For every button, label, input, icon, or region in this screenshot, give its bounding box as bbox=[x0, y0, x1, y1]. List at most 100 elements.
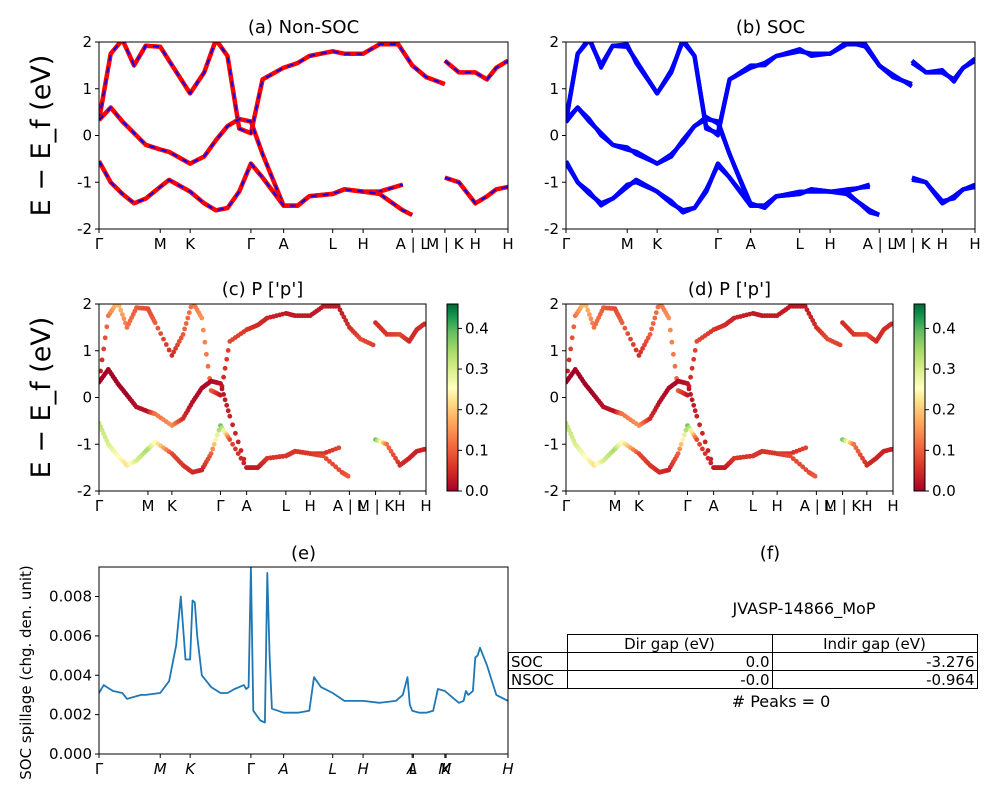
projected-point bbox=[688, 392, 693, 397]
x-tick-label: H bbox=[824, 235, 835, 253]
projected-point bbox=[155, 325, 161, 331]
projected-point bbox=[182, 326, 188, 332]
projected-point bbox=[370, 342, 376, 348]
projected-point bbox=[588, 316, 594, 322]
projected-point bbox=[117, 304, 119, 305]
projected-point bbox=[102, 335, 108, 341]
projected-point bbox=[222, 365, 228, 371]
gap-table-container: Dir gap (eV) Indir gap (eV) SOC 0.0 -3.2… bbox=[508, 634, 978, 689]
y-tick-label: 1 bbox=[82, 342, 92, 360]
frame-layer bbox=[95, 41, 976, 758]
projected-point bbox=[622, 325, 628, 331]
projected-point bbox=[568, 346, 574, 352]
projected-point bbox=[241, 460, 247, 466]
y-tick-label: 2 bbox=[82, 295, 92, 313]
projected-point bbox=[225, 408, 231, 414]
gap-table-row-nsoc: NSOC -0.0 -0.964 bbox=[508, 670, 978, 689]
x-tick-label: H bbox=[772, 497, 783, 515]
panel-title-1: (b) SOC bbox=[736, 17, 805, 38]
bands-group-0 bbox=[99, 42, 508, 218]
projected-point bbox=[225, 348, 231, 353]
y-tick-label: 2 bbox=[549, 295, 559, 313]
x-tick-label: M | K bbox=[426, 235, 465, 253]
colorbar-tick-label: 0.4 bbox=[465, 319, 489, 337]
projected-point bbox=[224, 402, 230, 408]
projected-point bbox=[640, 346, 645, 351]
x-tick-label: Γ bbox=[562, 235, 571, 253]
y-tick-label: 0.008 bbox=[49, 588, 92, 606]
y-tick-label: 1 bbox=[549, 80, 559, 98]
projected-point bbox=[183, 321, 189, 326]
projected-point bbox=[213, 437, 219, 442]
projected-point bbox=[188, 304, 194, 310]
colorbar-tick-label: 0.2 bbox=[465, 401, 489, 419]
x-tick-label: M bbox=[141, 497, 154, 515]
projected-point bbox=[121, 316, 127, 322]
projected-point bbox=[633, 347, 639, 353]
projected-point bbox=[787, 453, 793, 459]
projected-point bbox=[647, 332, 653, 337]
colorbar-tick-label: 0.0 bbox=[465, 482, 489, 500]
y-tick-label: 0 bbox=[549, 389, 559, 407]
x-tick-label: H bbox=[937, 235, 948, 253]
band-line-blue-split-2 bbox=[566, 162, 880, 217]
y-tick-label: -2 bbox=[544, 482, 559, 500]
band-line-red-2 bbox=[99, 160, 414, 218]
projected-point bbox=[336, 467, 342, 472]
projected-point bbox=[214, 432, 220, 438]
projected-point bbox=[235, 451, 241, 456]
peaks-count: # Peaks = 0 bbox=[732, 692, 831, 711]
projected-point bbox=[221, 374, 227, 380]
projected-point bbox=[691, 402, 697, 408]
projected-point bbox=[210, 446, 216, 452]
projected-point bbox=[853, 445, 859, 451]
x-tick-label: K bbox=[167, 497, 178, 515]
x-tick-label: H bbox=[887, 497, 898, 515]
colorbar-tick-label: 0.3 bbox=[465, 360, 489, 378]
y-axis-label-energy: E − E_f (eV) bbox=[26, 317, 57, 479]
y-tick-label: 0.002 bbox=[49, 706, 92, 724]
x-tick-label: H bbox=[470, 235, 481, 253]
x-tick-label: L bbox=[796, 235, 805, 253]
row-label-soc: SOC bbox=[508, 652, 568, 671]
projected-point bbox=[208, 451, 214, 456]
projected-point bbox=[233, 446, 238, 452]
y-tick-label: 2 bbox=[549, 33, 559, 51]
band-line-blue-dash-2 bbox=[99, 160, 413, 216]
x-tick-label: K bbox=[185, 760, 196, 778]
y-tick-label: 0 bbox=[82, 389, 92, 407]
projected-point bbox=[180, 332, 186, 337]
projected-point bbox=[333, 464, 339, 470]
projected-point bbox=[116, 304, 122, 309]
projected-point bbox=[677, 446, 683, 452]
projected-point bbox=[238, 448, 244, 453]
projected-point bbox=[566, 368, 570, 374]
projected-point bbox=[395, 459, 401, 465]
colorbar-tick-label: 0.3 bbox=[932, 360, 956, 378]
projected-point bbox=[320, 453, 326, 459]
projected-point bbox=[692, 348, 698, 353]
projected-point bbox=[680, 437, 686, 442]
x-tick-label: M bbox=[154, 760, 167, 778]
y-tick-label: -2 bbox=[77, 482, 92, 500]
projected-point bbox=[227, 413, 233, 419]
projected-point bbox=[393, 455, 398, 461]
x-tick-label: A | L bbox=[396, 235, 430, 253]
projected-point bbox=[222, 397, 228, 403]
projected-point bbox=[638, 349, 644, 355]
x-tick-label: H bbox=[357, 235, 368, 253]
projected-point bbox=[692, 408, 698, 414]
colorbar-tick-label: 0.0 bbox=[932, 482, 956, 500]
projected-point bbox=[803, 467, 809, 472]
x-tick-label: A bbox=[708, 497, 719, 515]
colorbar-2 bbox=[446, 303, 459, 492]
projected-point bbox=[200, 327, 206, 333]
projected-point bbox=[658, 304, 661, 305]
projected-point bbox=[800, 464, 806, 470]
x-tick-label: H bbox=[305, 497, 316, 515]
projected-point bbox=[341, 314, 347, 320]
x-tick-label: A | L bbox=[863, 235, 897, 253]
projected-point bbox=[889, 446, 893, 452]
projected-point bbox=[339, 311, 345, 316]
x-tick-label: A bbox=[746, 235, 757, 253]
